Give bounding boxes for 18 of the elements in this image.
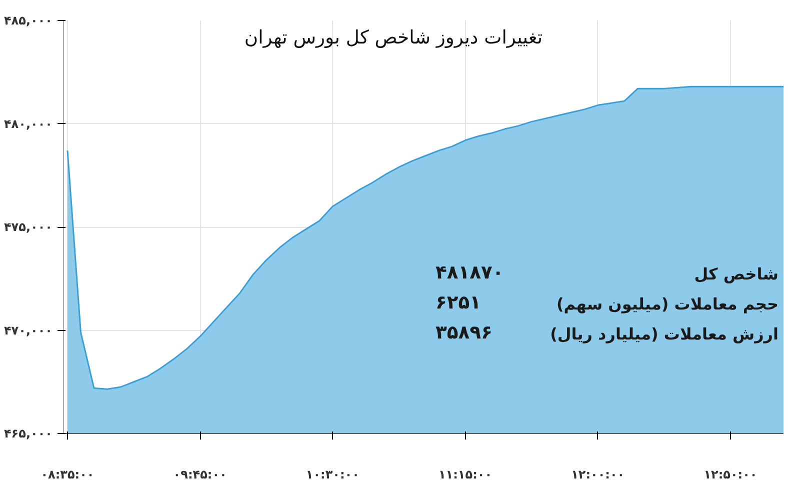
y-tick-label: ۴۶۵,۰۰۰ (4, 426, 53, 440)
y-tick-label: ۴۷۵,۰۰۰ (4, 220, 53, 234)
annotation: ارزش معاملات (میلیارد ریال) (550, 324, 778, 344)
x-tick-label: ۱۱:۱۵:۰۰ (438, 468, 492, 482)
x-tick-label: ۱۲:۵۰:۰۰ (704, 468, 758, 482)
x-tick-label: ۰۹:۴۵:۰۰ (173, 468, 227, 482)
annotation: ۳۵۸۹۶ (436, 322, 492, 344)
y-tick-label: ۴۷۰,۰۰۰ (4, 323, 53, 338)
annotation: شاخص کل (694, 264, 779, 284)
annotation: حجم معاملات (میلیون سهم) (556, 294, 779, 314)
annotation: ۶۲۵۱ (436, 292, 482, 314)
x-tick-label: ۱۰:۳۰:۰۰ (306, 468, 360, 482)
y-tick-label: ۴۸۵,۰۰۰ (4, 14, 53, 28)
x-tick-label: ۰۸:۳۵:۰۰ (40, 468, 94, 482)
y-tick-label: ۴۸۰,۰۰۰ (4, 116, 53, 131)
x-tick-label: ۱۲:۰۰:۰۰ (571, 468, 625, 482)
annotation: ۴۸۱۸۷۰ (436, 262, 504, 284)
chart-title: تغییرات دیروز شاخص کل بورس تهران (244, 28, 543, 48)
